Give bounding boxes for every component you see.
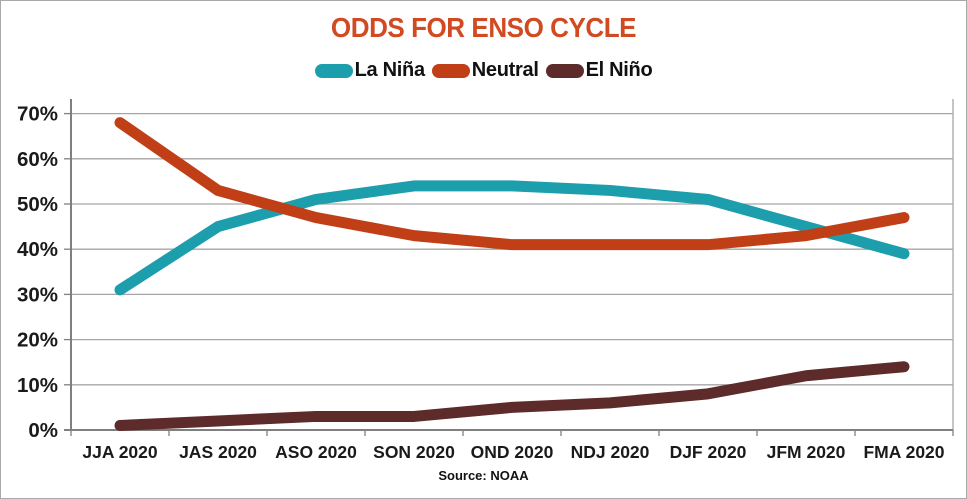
svg-text:JJA 2020: JJA 2020 — [82, 442, 158, 462]
svg-text:30%: 30% — [17, 283, 58, 306]
svg-text:10%: 10% — [17, 374, 58, 397]
legend-label-neutral: Neutral — [471, 59, 539, 81]
series-line-neutral — [114, 117, 910, 251]
svg-text:0%: 0% — [28, 419, 58, 442]
legend-item-neutral: Neutral — [431, 59, 539, 82]
chart-title: ODDS FOR ENSO CYCLE — [330, 12, 637, 43]
legend-label-la-nina: La Niña — [354, 59, 425, 81]
svg-text:OND 2020: OND 2020 — [471, 442, 554, 462]
la-nina-swatch-icon — [314, 63, 353, 78]
el-nino-swatch-icon — [545, 63, 584, 78]
series-line-la-nin-a — [114, 180, 910, 296]
svg-text:70%: 70% — [17, 103, 58, 126]
chart-legend: La Niña Neutral El Niño — [1, 59, 966, 82]
svg-text:JFM 2020: JFM 2020 — [767, 442, 846, 462]
svg-text:60%: 60% — [17, 148, 58, 171]
svg-text:NDJ 2020: NDJ 2020 — [571, 442, 650, 462]
svg-text:SON 2020: SON 2020 — [373, 442, 455, 462]
svg-text:DJF 2020: DJF 2020 — [670, 442, 747, 462]
svg-text:FMA 2020: FMA 2020 — [863, 442, 944, 462]
svg-text:50%: 50% — [17, 193, 58, 216]
neutral-swatch-icon — [431, 63, 470, 78]
legend-label-el-nino: El Niño — [585, 59, 653, 81]
legend-item-la-nina: La Niña — [314, 59, 425, 82]
axis-ticks — [64, 112, 954, 436]
source-caption: Source: NOAA — [438, 468, 529, 483]
svg-text:40%: 40% — [17, 238, 58, 261]
svg-text:20%: 20% — [17, 329, 58, 352]
svg-text:ASO 2020: ASO 2020 — [275, 442, 357, 462]
legend-item-el-nino: El Niño — [545, 59, 653, 82]
x-axis-labels: JJA 2020 JAS 2020 ASO 2020 SON 2020 OND 2020… — [82, 442, 944, 462]
series-line-el-nin-o — [114, 361, 910, 431]
y-axis-labels: 0% 10% 20% 30% 40% 50% 60% 70% — [17, 103, 58, 442]
svg-text:JAS 2020: JAS 2020 — [179, 442, 257, 462]
